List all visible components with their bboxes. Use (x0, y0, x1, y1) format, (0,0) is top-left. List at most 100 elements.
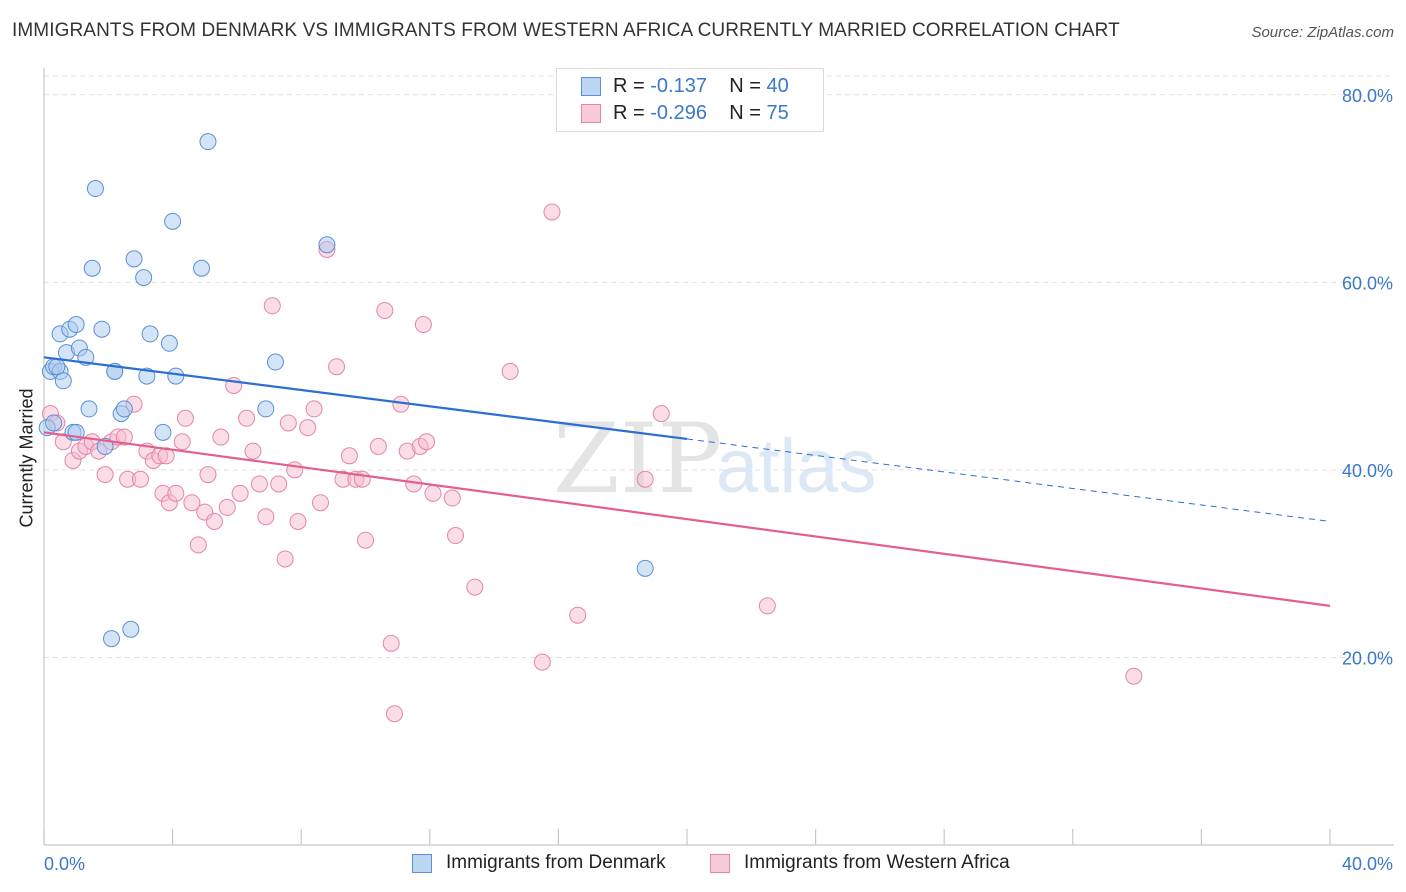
western-africa-point (263, 297, 281, 315)
denmark-point (135, 269, 153, 287)
western-africa-point (218, 498, 236, 516)
western-africa-point (250, 475, 268, 493)
western-africa-point (173, 433, 191, 451)
r-value-denmark: -0.137 (650, 75, 707, 97)
chart-title: IMMIGRANTS FROM DENMARK VS IMMIGRANTS FR… (12, 20, 1120, 41)
denmark-legend-swatch (412, 854, 432, 873)
western-africa-point (176, 409, 194, 427)
western-africa-point (376, 301, 394, 319)
denmark-point (138, 367, 156, 385)
tick-labels: 20.0% 40.0% 60.0% 80.0% 0.0% 40.0% (44, 86, 1393, 874)
western-africa-point (189, 536, 207, 554)
western-africa-point (238, 409, 256, 427)
n-value-western-africa: 75 (766, 102, 789, 124)
western-africa-point (286, 461, 304, 479)
denmark-trend-extension (686, 438, 1331, 522)
western-africa-point (305, 400, 323, 418)
stats-legend: R = -0.137 N = 40 R = -0.296 N = 75 (556, 68, 824, 132)
denmark-point (125, 250, 143, 268)
western-africa-point (466, 578, 484, 596)
watermark: ZIP atlas (553, 403, 877, 515)
source-label: Source: ZipAtlas.com (1251, 24, 1394, 41)
western-africa-point (183, 494, 201, 512)
western-africa-point (289, 512, 307, 530)
western-africa-point (311, 494, 329, 512)
western-africa-point (340, 447, 358, 465)
denmark-point (160, 334, 178, 352)
denmark-point (167, 367, 185, 385)
western-africa-point (257, 508, 275, 526)
axis-layer (43, 68, 1394, 846)
western-africa-point (131, 470, 149, 488)
watermark-atlas: atlas (716, 424, 877, 509)
y-tick-label: 20.0% (1342, 648, 1393, 668)
western-africa-point (357, 531, 374, 549)
western-africa-point (299, 419, 317, 437)
r-label: R = (613, 102, 645, 124)
western-africa-point (270, 475, 288, 493)
n-value-denmark: 40 (766, 75, 789, 97)
watermark-zip: ZIP (553, 403, 722, 515)
western-africa-point (231, 484, 249, 502)
denmark-point (96, 437, 114, 455)
denmark-point (93, 320, 111, 338)
western-africa-point (447, 527, 465, 545)
n-label: N = (729, 102, 761, 124)
western-africa-point (636, 470, 654, 488)
x-tick-label: 40.0% (1342, 854, 1393, 874)
western-africa-point (414, 316, 432, 334)
denmark-point (48, 358, 66, 376)
denmark-point (83, 259, 101, 277)
denmark-point (103, 630, 121, 648)
denmark-point (318, 236, 336, 254)
western-africa-point (533, 653, 551, 671)
r-value-western-africa: -0.296 (650, 102, 707, 124)
denmark-swatch (581, 77, 601, 96)
western-africa-point (758, 597, 776, 615)
denmark-point (141, 325, 159, 343)
denmark-point (164, 212, 182, 230)
denmark-point (636, 559, 654, 577)
x-tick-label: 0.0% (44, 854, 85, 874)
western-africa-point (199, 466, 217, 484)
trend-lines (43, 356, 1331, 607)
western-africa-point (279, 414, 297, 432)
western-africa-point (501, 362, 519, 380)
denmark-point (80, 400, 98, 418)
western-africa-point (205, 512, 223, 530)
denmark-point (45, 414, 63, 432)
n-label: N = (729, 75, 761, 97)
western-africa-point (382, 634, 400, 652)
y-tick-label: 60.0% (1342, 273, 1393, 293)
denmark-point (86, 180, 104, 198)
western-africa-point (652, 405, 670, 423)
western-africa-swatch (581, 104, 601, 123)
denmark-point (154, 423, 172, 441)
y-tick-label: 80.0% (1342, 86, 1393, 106)
western-africa-point (569, 606, 587, 624)
denmark-point (54, 372, 72, 390)
western-africa-point (443, 489, 461, 507)
western-africa-point (543, 203, 561, 221)
western-africa-point (418, 433, 436, 451)
denmark-point (115, 400, 133, 418)
denmark-point (193, 259, 211, 277)
western-africa-point (115, 428, 133, 446)
denmark-trend-line (43, 356, 688, 441)
western-africa-point (1125, 667, 1143, 685)
western-africa-point (96, 466, 114, 484)
denmark-point (67, 316, 85, 334)
denmark-point (266, 353, 284, 371)
western-africa-point (385, 705, 403, 723)
legend-label-western-africa: Immigrants from Western Africa (744, 852, 1010, 873)
western-africa-point (369, 437, 387, 455)
denmark-point (199, 133, 217, 151)
western-africa-point (424, 484, 442, 502)
western-africa-point (212, 428, 230, 446)
y-tick-label: 40.0% (1342, 461, 1393, 481)
grid-layer (44, 75, 1394, 658)
denmark-point (257, 400, 275, 418)
western-africa-point (244, 442, 262, 460)
western-africa-legend-swatch (710, 854, 730, 873)
